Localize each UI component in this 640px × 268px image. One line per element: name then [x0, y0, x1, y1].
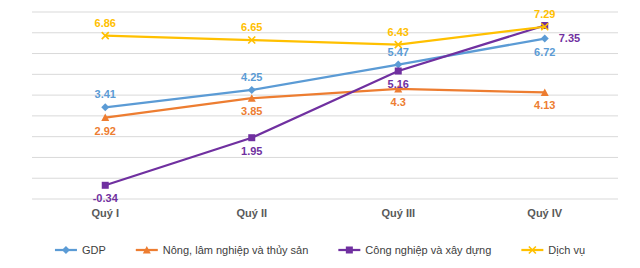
legend-item: Công nghiệp và xây dựng	[338, 244, 491, 256]
legend-marker	[143, 246, 151, 254]
legend: GDP Nông, lâm nghiệp và thủy sản Công nghi…	[55, 244, 585, 256]
marker	[101, 114, 109, 122]
data-label: 3.41	[95, 88, 116, 100]
marker	[541, 23, 548, 30]
data-label: 6.86	[95, 17, 116, 29]
grid-line	[32, 74, 618, 75]
marker	[395, 68, 402, 75]
data-label: 5.47	[388, 46, 409, 58]
data-label: 2.92	[95, 125, 116, 137]
grid-line	[32, 157, 618, 158]
grid-line	[32, 95, 618, 96]
data-label: 4.13	[534, 99, 555, 111]
marker	[248, 94, 256, 102]
data-label: 4.3	[391, 96, 406, 108]
data-label: 1.95	[241, 145, 262, 157]
data-label: 7.29	[534, 8, 555, 20]
series-line	[105, 39, 545, 108]
legend-marker	[529, 247, 536, 254]
series-line	[105, 26, 545, 186]
data-label: 7.35	[559, 32, 580, 44]
grid-line	[32, 12, 618, 13]
data-label: 6.43	[388, 26, 409, 38]
grid-line	[32, 32, 618, 33]
data-label: 6.72	[534, 46, 555, 58]
marker	[248, 134, 255, 141]
marker	[541, 88, 549, 96]
data-label: 4.25	[241, 71, 262, 83]
grid-line	[32, 53, 618, 54]
legend-item: GDP	[55, 244, 106, 256]
legend-label: Nông, lâm nghiệp và thủy sản	[163, 244, 309, 256]
data-label: 6.65	[241, 21, 262, 33]
legend-item: Nông, lâm nghiệp và thủy sản	[136, 244, 309, 256]
legend-item: Dịch vụ	[521, 244, 585, 256]
series-line	[105, 27, 545, 45]
marker	[102, 32, 109, 39]
marker	[541, 35, 549, 43]
x-tick-label: Quý III	[381, 207, 415, 219]
data-label: 5.16	[388, 78, 409, 90]
legend-label: Dịch vụ	[548, 244, 585, 256]
x-tick-label: Quý I	[91, 207, 119, 219]
marker	[101, 103, 109, 111]
data-label: -0.34	[93, 192, 119, 204]
grid-line	[32, 178, 618, 179]
x-tick-label: Quý II	[236, 207, 267, 219]
chart: Quý I Quý II Quý III Quý IV 3.41 4.25 5.47 6.72…	[0, 0, 640, 268]
grid-line	[32, 136, 618, 137]
marker	[394, 61, 402, 69]
marker	[248, 86, 256, 94]
x-tick-label: Quý IV	[527, 207, 563, 219]
legend-label: GDP	[82, 244, 106, 256]
plot-area	[101, 22, 549, 189]
legend-marker	[346, 247, 353, 254]
legend-label: Công nghiệp và xây dựng	[365, 244, 491, 256]
grid-line	[32, 199, 618, 200]
data-label: 3.85	[241, 105, 262, 117]
marker	[102, 182, 109, 189]
legend-marker	[62, 246, 70, 254]
marker	[248, 37, 255, 44]
